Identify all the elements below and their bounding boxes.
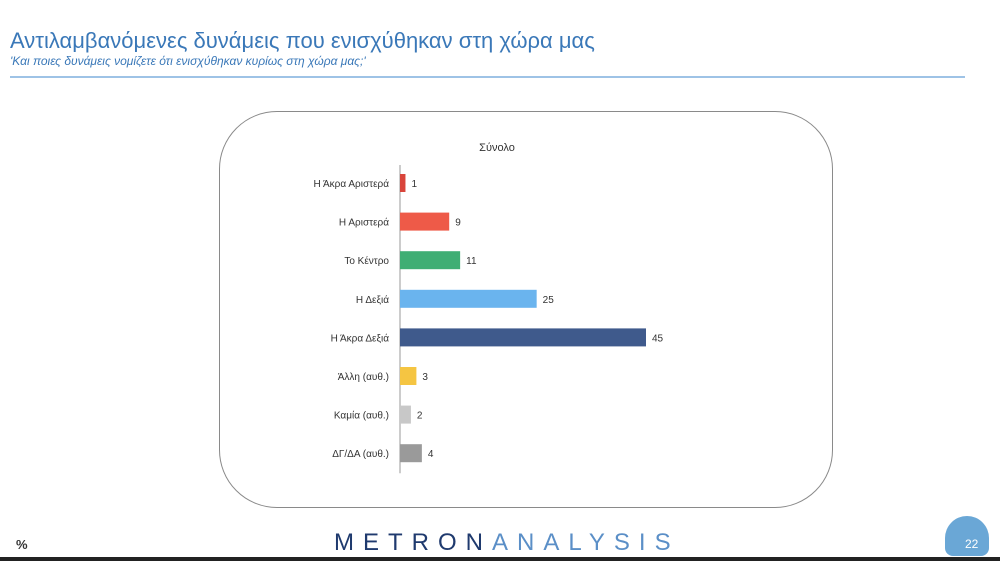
bar [400,328,646,347]
category-label: Η Άκρα Δεξιά [331,332,390,344]
percent-icon: % [16,537,28,552]
category-label: Άλλη (αυθ.) [338,372,389,383]
brand-bold: METRON [334,529,492,556]
bar [400,289,537,308]
bottom-bar [0,557,1000,561]
data-label: 2 [417,411,423,422]
data-label: 11 [466,256,477,267]
page-badge [945,516,989,556]
chart-title: Σύνολο [479,142,515,154]
chart-frame [219,111,833,508]
data-label: 9 [455,218,461,229]
data-label: 1 [411,179,417,190]
bar [400,405,411,424]
data-label: 45 [652,333,664,344]
title-divider [10,76,965,78]
brand-logo: METRONANALYSIS [334,529,680,557]
category-label: Το Κέντρο [344,255,389,267]
category-label: Η Άκρα Αριστερά [314,178,390,190]
bar [400,444,422,463]
bar [400,251,461,270]
bar [400,174,406,192]
page-title: Αντιλαμβανόμενες δυνάμεις που ενισχύθηκα… [10,28,595,53]
category-label: ΔΓ/ΔΑ (αυθ.) [332,449,389,460]
page-subtitle: 'Και ποιες δυνάμεις νομίζετε ότι ενισχύθ… [10,54,366,68]
brand-light: ANALYSIS [492,529,680,556]
bar [400,367,417,385]
data-label: 3 [422,372,428,383]
data-label: 4 [428,449,434,460]
category-label: Η Δεξιά [356,294,389,306]
category-label: Καμία (αυθ.) [334,410,389,422]
category-label: Η Αριστερά [339,217,389,229]
page-number: 22 [965,537,979,551]
bar [400,212,450,231]
data-label: 25 [543,295,555,306]
